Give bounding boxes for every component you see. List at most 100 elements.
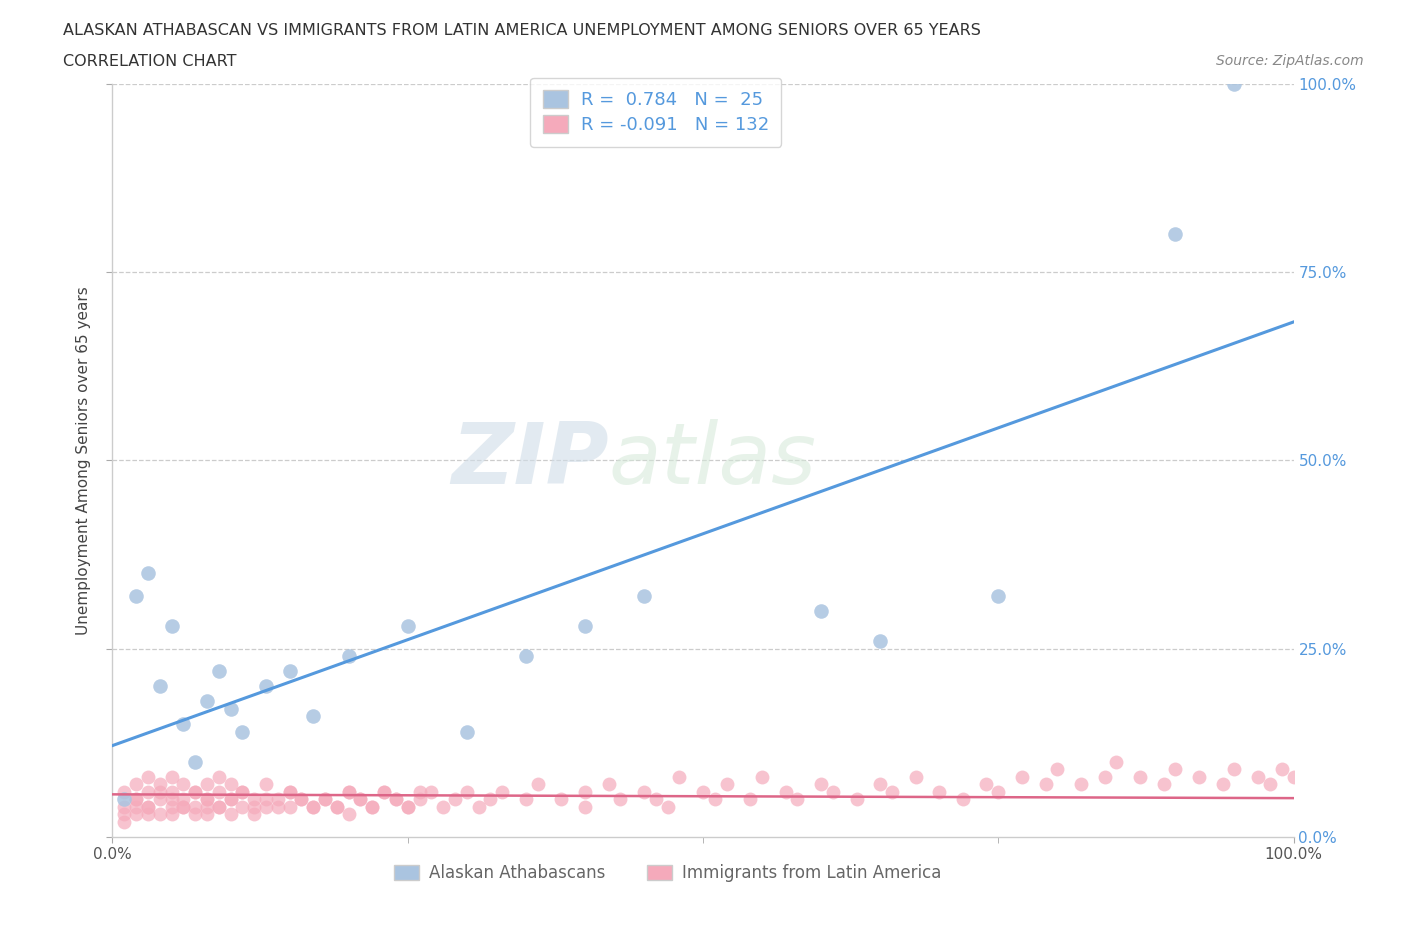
Point bbox=[219, 701, 242, 716]
Point bbox=[125, 777, 148, 791]
Point bbox=[1247, 769, 1270, 784]
Point bbox=[231, 784, 253, 799]
Point bbox=[987, 784, 1010, 799]
Point bbox=[408, 784, 430, 799]
Point bbox=[125, 792, 148, 807]
Point bbox=[574, 784, 596, 799]
Point bbox=[231, 800, 253, 815]
Point bbox=[172, 800, 194, 815]
Point bbox=[1011, 769, 1033, 784]
Point bbox=[136, 565, 159, 580]
Point bbox=[314, 792, 336, 807]
Point bbox=[184, 784, 207, 799]
Point bbox=[125, 800, 148, 815]
Point bbox=[172, 777, 194, 791]
Point bbox=[976, 777, 998, 791]
Point bbox=[231, 784, 253, 799]
Point bbox=[1223, 76, 1246, 91]
Point bbox=[326, 800, 349, 815]
Point bbox=[373, 784, 395, 799]
Point bbox=[195, 792, 218, 807]
Point bbox=[125, 589, 148, 604]
Point bbox=[254, 792, 277, 807]
Point bbox=[267, 792, 290, 807]
Point bbox=[136, 800, 159, 815]
Point bbox=[337, 649, 360, 664]
Point bbox=[1105, 754, 1128, 769]
Point bbox=[254, 777, 277, 791]
Point bbox=[810, 777, 832, 791]
Point bbox=[775, 784, 797, 799]
Text: CORRELATION CHART: CORRELATION CHART bbox=[63, 54, 236, 69]
Point bbox=[195, 800, 218, 815]
Point bbox=[243, 792, 266, 807]
Point bbox=[1164, 227, 1187, 242]
Point bbox=[219, 792, 242, 807]
Point bbox=[526, 777, 548, 791]
Point bbox=[149, 784, 172, 799]
Point bbox=[361, 800, 384, 815]
Point bbox=[408, 792, 430, 807]
Point bbox=[987, 589, 1010, 604]
Point bbox=[633, 589, 655, 604]
Point bbox=[821, 784, 844, 799]
Point bbox=[254, 679, 277, 694]
Point bbox=[208, 769, 231, 784]
Point bbox=[125, 807, 148, 822]
Point bbox=[420, 784, 443, 799]
Point bbox=[337, 807, 360, 822]
Point bbox=[149, 792, 172, 807]
Point bbox=[751, 769, 773, 784]
Text: ALASKAN ATHABASCAN VS IMMIGRANTS FROM LATIN AMERICA UNEMPLOYMENT AMONG SENIORS O: ALASKAN ATHABASCAN VS IMMIGRANTS FROM LA… bbox=[63, 23, 981, 38]
Point bbox=[112, 807, 135, 822]
Point bbox=[633, 784, 655, 799]
Point bbox=[125, 792, 148, 807]
Point bbox=[302, 800, 325, 815]
Point bbox=[172, 717, 194, 732]
Point bbox=[810, 604, 832, 618]
Point bbox=[385, 792, 408, 807]
Point bbox=[385, 792, 408, 807]
Point bbox=[1223, 762, 1246, 777]
Point bbox=[444, 792, 467, 807]
Point bbox=[149, 807, 172, 822]
Point bbox=[467, 800, 489, 815]
Point bbox=[515, 649, 537, 664]
Point bbox=[243, 807, 266, 822]
Point bbox=[456, 784, 478, 799]
Point bbox=[160, 807, 183, 822]
Y-axis label: Unemployment Among Seniors over 65 years: Unemployment Among Seniors over 65 years bbox=[76, 286, 91, 634]
Point bbox=[349, 792, 371, 807]
Point bbox=[396, 618, 419, 633]
Point bbox=[243, 800, 266, 815]
Point bbox=[657, 800, 679, 815]
Point bbox=[361, 800, 384, 815]
Point bbox=[904, 769, 927, 784]
Point bbox=[112, 792, 135, 807]
Point bbox=[574, 618, 596, 633]
Point bbox=[337, 784, 360, 799]
Point bbox=[692, 784, 714, 799]
Point bbox=[195, 777, 218, 791]
Point bbox=[456, 724, 478, 739]
Point bbox=[219, 792, 242, 807]
Point bbox=[149, 777, 172, 791]
Point bbox=[1153, 777, 1175, 791]
Point bbox=[314, 792, 336, 807]
Point bbox=[326, 800, 349, 815]
Point bbox=[703, 792, 725, 807]
Point bbox=[337, 784, 360, 799]
Point bbox=[609, 792, 631, 807]
Point bbox=[231, 724, 253, 739]
Point bbox=[184, 784, 207, 799]
Point bbox=[149, 679, 172, 694]
Point bbox=[550, 792, 572, 807]
Text: ZIP: ZIP bbox=[451, 418, 609, 502]
Point bbox=[952, 792, 974, 807]
Point bbox=[1129, 769, 1152, 784]
Point bbox=[136, 769, 159, 784]
Point bbox=[136, 784, 159, 799]
Point bbox=[278, 784, 301, 799]
Point bbox=[267, 800, 290, 815]
Point bbox=[432, 800, 454, 815]
